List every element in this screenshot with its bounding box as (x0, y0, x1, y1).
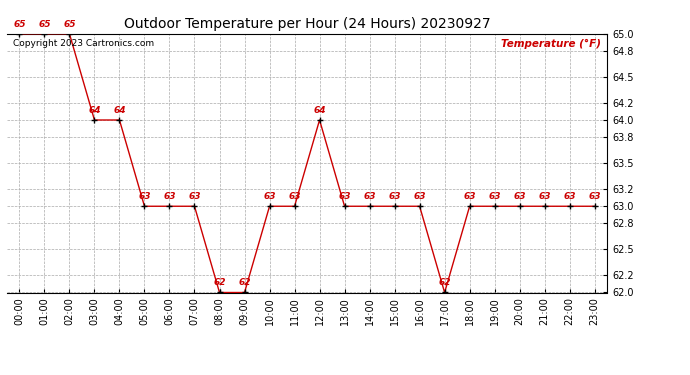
Text: 63: 63 (338, 192, 351, 201)
Text: 63: 63 (288, 192, 301, 201)
Text: Temperature (°F): Temperature (°F) (501, 39, 601, 49)
Text: 63: 63 (413, 192, 426, 201)
Text: 63: 63 (538, 192, 551, 201)
Text: 62: 62 (238, 278, 250, 287)
Text: 64: 64 (113, 106, 126, 115)
Text: 63: 63 (164, 192, 176, 201)
Text: Copyright 2023 Cartronics.com: Copyright 2023 Cartronics.com (13, 39, 154, 48)
Text: 63: 63 (589, 192, 601, 201)
Text: 63: 63 (464, 192, 476, 201)
Title: Outdoor Temperature per Hour (24 Hours) 20230927: Outdoor Temperature per Hour (24 Hours) … (124, 17, 491, 31)
Text: 63: 63 (564, 192, 576, 201)
Text: 63: 63 (188, 192, 201, 201)
Text: 63: 63 (513, 192, 526, 201)
Text: 65: 65 (38, 20, 50, 28)
Text: 63: 63 (138, 192, 150, 201)
Text: 62: 62 (213, 278, 226, 287)
Text: 64: 64 (313, 106, 326, 115)
Text: 63: 63 (364, 192, 376, 201)
Text: 65: 65 (63, 20, 76, 28)
Text: 63: 63 (388, 192, 401, 201)
Text: 63: 63 (264, 192, 276, 201)
Text: 64: 64 (88, 106, 101, 115)
Text: 65: 65 (13, 20, 26, 28)
Text: 62: 62 (438, 278, 451, 287)
Text: 63: 63 (489, 192, 501, 201)
